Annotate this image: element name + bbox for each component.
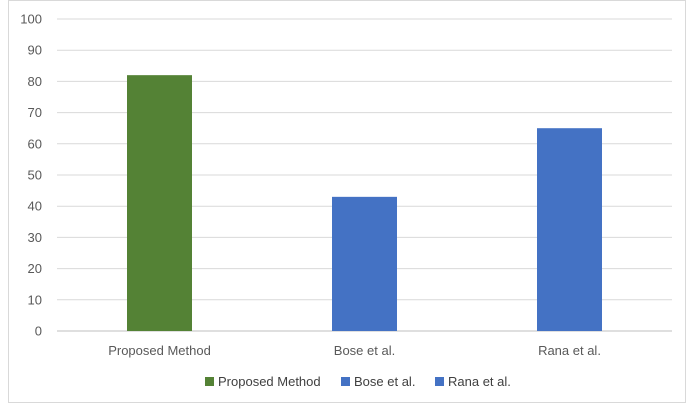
legend-swatch — [435, 377, 444, 386]
y-tick-label: 90 — [28, 43, 42, 58]
legend-swatch — [205, 377, 214, 386]
y-tick-label: 70 — [28, 105, 42, 120]
legend-label: Bose et al. — [354, 374, 415, 389]
y-tick-label: 10 — [28, 292, 42, 307]
x-tick-label: Bose et al. — [334, 343, 395, 358]
y-tick-label: 40 — [28, 199, 42, 214]
x-tick-label: Proposed Method — [108, 343, 211, 358]
legend-label: Rana et al. — [448, 374, 511, 389]
y-tick-label: 80 — [28, 74, 42, 89]
x-tick-label: Rana et al. — [538, 343, 601, 358]
y-tick-label: 0 — [35, 324, 42, 339]
legend-swatch — [341, 377, 350, 386]
legend-label: Proposed Method — [218, 374, 321, 389]
y-tick-label: 30 — [28, 230, 42, 245]
bars — [127, 75, 602, 331]
bar-proposed-method — [127, 75, 192, 331]
bar-rana-et-al — [537, 128, 602, 331]
y-tick-label: 60 — [28, 136, 42, 151]
y-tick-label: 100 — [20, 12, 42, 27]
bar-bose-et-al — [332, 196, 397, 331]
y-tick-label: 20 — [28, 261, 42, 276]
y-axis-tick-labels: 0 10 20 30 40 50 60 70 80 90 100 — [20, 12, 42, 339]
legend: Proposed Method Bose et al. Rana et al. — [205, 374, 511, 389]
y-tick-label: 50 — [28, 168, 42, 183]
x-axis-tick-labels: Proposed Method Bose et al. Rana et al. — [108, 343, 601, 358]
